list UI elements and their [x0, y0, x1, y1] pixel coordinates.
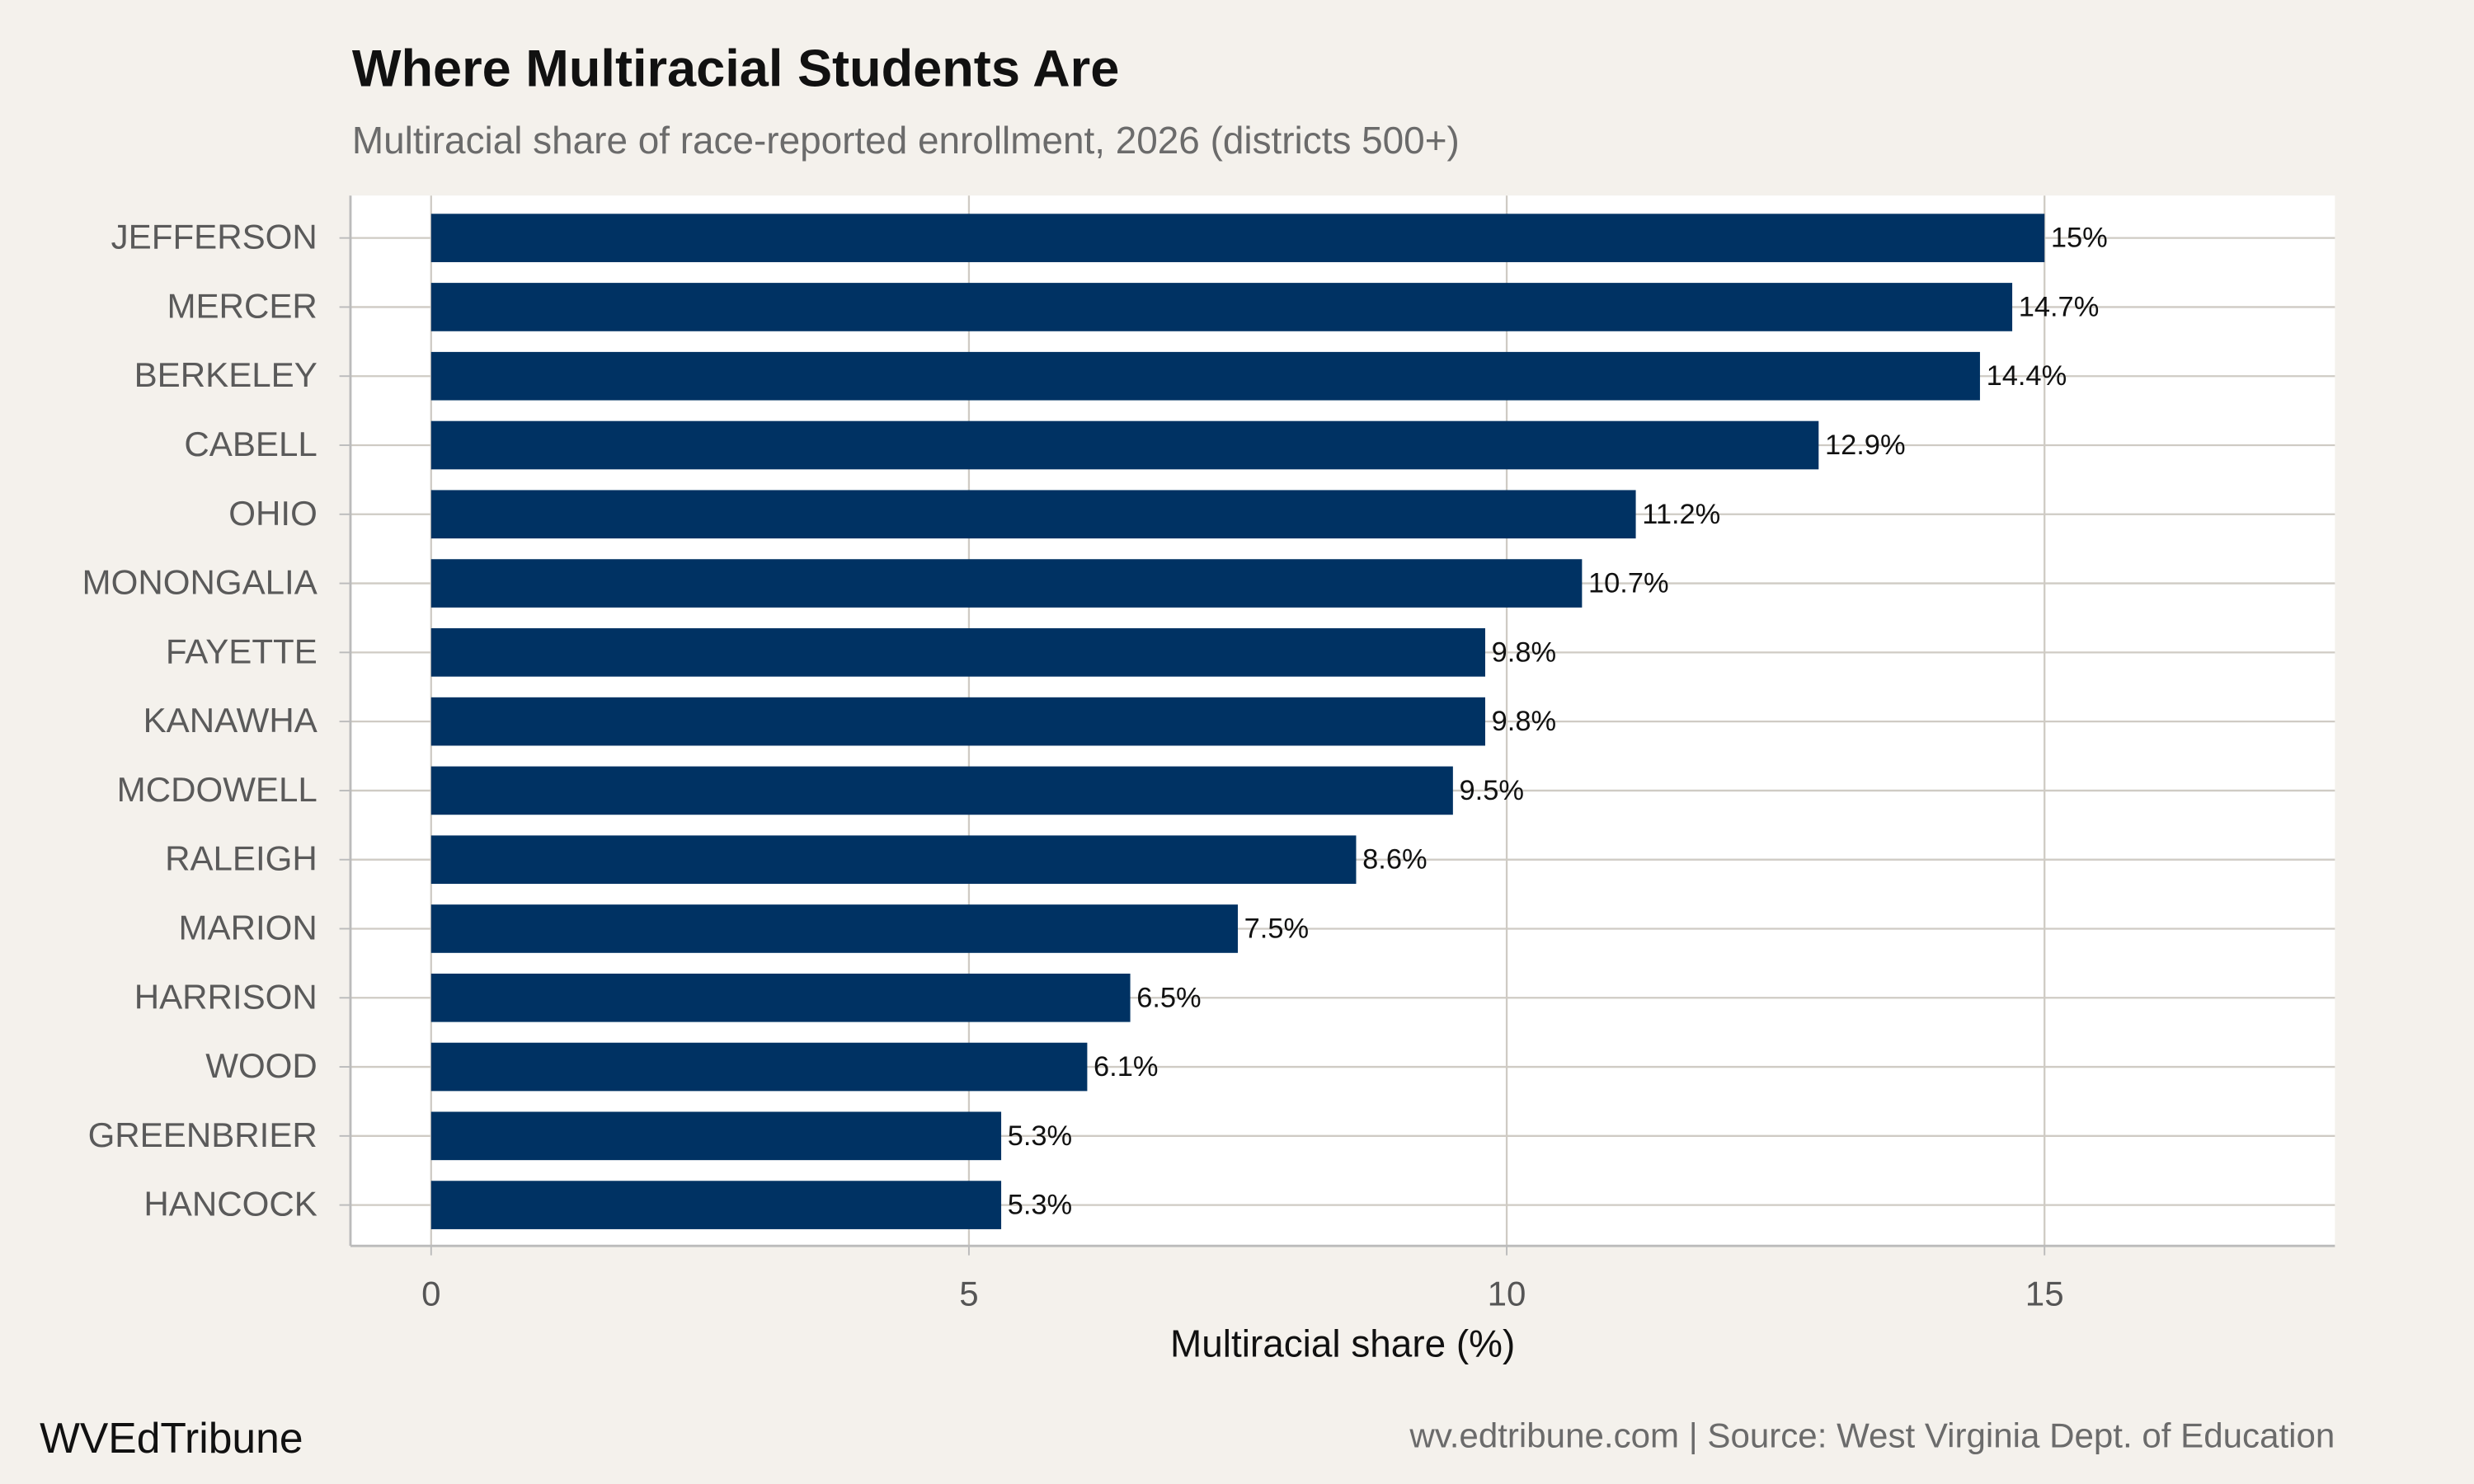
x-tick-label: 5 — [959, 1274, 978, 1313]
bar — [430, 351, 1980, 401]
x-tick-label: 0 — [421, 1274, 440, 1313]
y-tick-label: OHIO — [228, 494, 317, 533]
bar — [430, 628, 1485, 677]
value-label: 14.4% — [1987, 360, 2067, 392]
y-tick-label: JEFFERSON — [111, 218, 317, 256]
value-label: 12.9% — [1825, 430, 1906, 461]
bar — [430, 420, 1819, 470]
value-label: 9.8% — [1492, 706, 1556, 737]
y-tick-label: CABELL — [184, 425, 317, 463]
source-note: wv.edtribune.com | Source: West Virginia… — [1409, 1416, 2335, 1455]
y-tick-label: MONONGALIA — [82, 563, 317, 602]
value-label: 15% — [2051, 223, 2108, 254]
bar — [430, 1181, 1002, 1229]
y-tick-label: MERCER — [167, 286, 317, 325]
y-tick-label: FAYETTE — [166, 632, 317, 670]
value-label: 7.5% — [1244, 913, 1309, 944]
y-tick-label: MARION — [178, 909, 317, 947]
x-tick-label: 10 — [1488, 1274, 1526, 1313]
y-tick-label: HARRISON — [134, 977, 317, 1016]
value-label: 6.5% — [1136, 982, 1201, 1013]
bar — [430, 766, 1453, 815]
bar — [430, 1111, 1002, 1161]
y-tick-label: BERKELEY — [134, 355, 317, 394]
bar — [430, 283, 2013, 331]
value-label: 9.5% — [1460, 775, 1524, 806]
y-tick-label: HANCOCK — [143, 1185, 317, 1223]
bar — [430, 490, 1636, 539]
bar — [430, 697, 1485, 746]
y-tick-label: WOOD — [205, 1046, 317, 1085]
value-label: 9.8% — [1492, 636, 1556, 668]
bar — [430, 1042, 1088, 1092]
value-label: 14.7% — [2019, 291, 2100, 322]
bar — [430, 835, 1357, 885]
x-axis-label: Multiracial share (%) — [1170, 1322, 1515, 1365]
bar — [430, 214, 2045, 262]
y-tick-label: GREENBRIER — [88, 1115, 317, 1154]
y-tick-label: RALEIGH — [165, 839, 317, 878]
brand: WVEdTribune — [40, 1414, 303, 1462]
bar — [430, 973, 1131, 1022]
bar — [430, 559, 1583, 608]
value-label: 10.7% — [1588, 568, 1669, 599]
y-tick-label: MCDOWELL — [117, 770, 317, 809]
value-label: 8.6% — [1362, 844, 1427, 876]
value-label: 5.3% — [1008, 1190, 1072, 1221]
y-tick-label: KANAWHA — [143, 701, 317, 740]
chart-subtitle: Multiracial share of race-reported enrol… — [352, 119, 1460, 162]
bar — [430, 904, 1238, 953]
x-tick-label: 15 — [2025, 1274, 2064, 1313]
chart-title: Where Multiracial Students Are — [352, 40, 1119, 98]
value-label: 6.1% — [1094, 1051, 1158, 1082]
value-label: 5.3% — [1008, 1120, 1072, 1152]
value-label: 11.2% — [1642, 499, 1720, 530]
